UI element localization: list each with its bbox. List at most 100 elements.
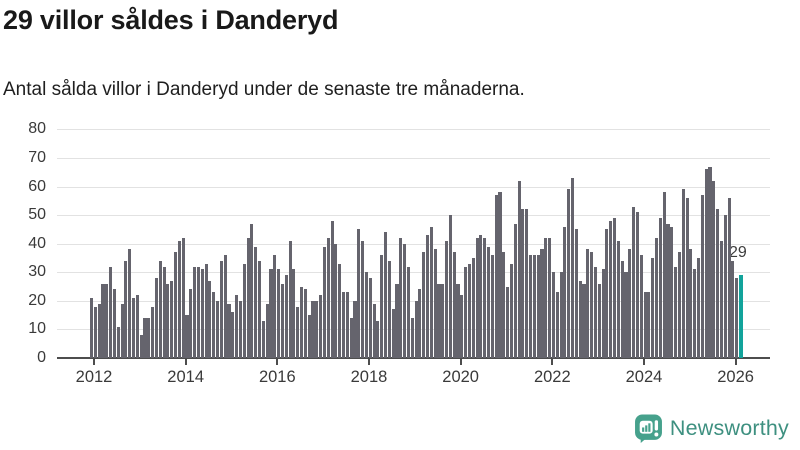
bar	[712, 180, 716, 358]
x-axis-label: 2018	[350, 368, 388, 386]
bar	[464, 266, 468, 358]
bar	[567, 189, 571, 358]
x-axis-label: 2016	[258, 368, 296, 386]
y-axis-label: 50	[28, 206, 46, 224]
bar	[620, 260, 624, 358]
bar	[586, 249, 590, 358]
bar	[376, 320, 380, 358]
bar	[303, 289, 307, 358]
value-label: 29	[729, 244, 747, 261]
chart-subtitle: Antal sålda villor i Danderyd under de s…	[3, 79, 525, 100]
bar	[97, 303, 101, 358]
bar	[177, 240, 181, 358]
x-axis-line	[57, 357, 770, 359]
x-axis-label: 2020	[442, 368, 479, 386]
bar	[380, 255, 384, 358]
newsworthy-logo: Newsworthy	[634, 413, 789, 443]
bar	[639, 255, 643, 358]
bar	[170, 280, 174, 358]
bar	[601, 269, 605, 358]
bar	[238, 300, 242, 358]
bar	[544, 237, 548, 358]
bar	[227, 303, 231, 358]
bar	[330, 220, 334, 358]
bar	[502, 252, 506, 358]
bar	[613, 217, 617, 358]
gridline	[57, 129, 770, 131]
bar	[353, 300, 357, 358]
bar	[437, 283, 441, 358]
bar	[590, 252, 594, 358]
bar	[341, 292, 346, 358]
bar	[487, 246, 491, 358]
x-axis-label: 2022	[533, 368, 571, 386]
bar	[685, 197, 689, 358]
bar	[139, 335, 143, 358]
bar	[578, 280, 582, 358]
bar	[193, 266, 197, 358]
gridline	[57, 243, 770, 245]
bar	[548, 237, 552, 358]
bar	[151, 306, 155, 358]
y-axis-label: 40	[28, 234, 46, 252]
bar	[368, 277, 372, 358]
bar	[422, 252, 426, 358]
bar	[425, 235, 430, 358]
bar	[269, 269, 273, 358]
bar	[299, 286, 304, 358]
bar	[147, 317, 151, 358]
bar	[128, 249, 132, 358]
bar	[540, 249, 544, 358]
bar	[277, 269, 281, 358]
bar	[273, 255, 277, 358]
y-axis-label: 0	[37, 349, 46, 366]
bar	[452, 252, 456, 358]
bar	[246, 237, 250, 358]
bar	[410, 317, 414, 358]
bar	[551, 272, 556, 358]
gridline	[57, 272, 770, 274]
bar	[345, 292, 349, 358]
y-axis-label: 60	[28, 177, 46, 195]
bar	[605, 229, 609, 358]
bar	[632, 206, 636, 358]
bar	[242, 263, 246, 358]
bar	[124, 260, 128, 358]
bar	[414, 300, 418, 358]
bar	[658, 217, 662, 358]
bar	[131, 297, 136, 358]
bar	[456, 283, 460, 358]
bar	[357, 229, 361, 358]
bar	[479, 235, 483, 358]
bar	[361, 240, 365, 358]
bar	[250, 223, 254, 358]
x-axis-tick	[93, 359, 95, 365]
bar	[364, 272, 368, 358]
x-axis-tick	[551, 359, 554, 365]
x-axis-tick	[276, 359, 279, 365]
gridline	[57, 157, 770, 159]
bar	[681, 189, 685, 358]
bar	[135, 295, 139, 358]
newsworthy-wordmark: Newsworthy	[669, 415, 789, 440]
x-axis-label: 2012	[75, 368, 113, 386]
gridline	[57, 300, 770, 302]
y-axis-label: 20	[28, 291, 46, 309]
bar	[338, 263, 342, 358]
bar	[383, 232, 388, 358]
bar	[204, 263, 208, 358]
bar	[693, 269, 697, 358]
bar	[112, 289, 116, 358]
bar	[735, 277, 739, 358]
bar	[666, 223, 670, 358]
bar	[116, 326, 120, 358]
bar	[647, 292, 651, 358]
bar	[651, 257, 655, 358]
bar	[387, 260, 391, 358]
highlighted-bar	[739, 275, 744, 358]
bar	[532, 255, 536, 358]
bar	[674, 266, 678, 358]
x-axis-tick	[367, 359, 370, 365]
x-axis-tick	[734, 359, 737, 365]
bar	[433, 249, 437, 358]
